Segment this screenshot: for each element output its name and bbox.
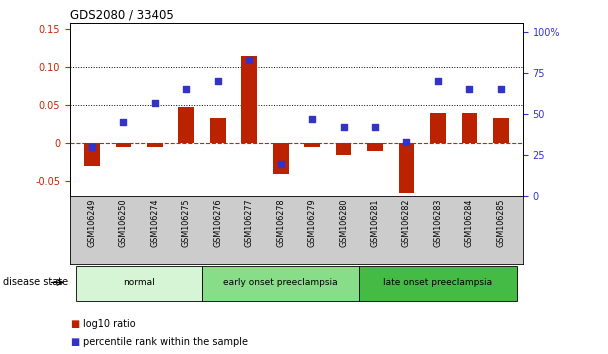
Text: GSM106280: GSM106280 — [339, 199, 348, 247]
Point — [433, 78, 443, 84]
Text: late onset preeclampsia: late onset preeclampsia — [384, 278, 492, 287]
Text: normal: normal — [123, 278, 155, 287]
Point — [276, 161, 286, 166]
Text: GSM106276: GSM106276 — [213, 199, 223, 247]
Point — [402, 139, 412, 145]
Point — [339, 125, 348, 130]
Point — [244, 57, 254, 63]
Point — [119, 120, 128, 125]
Text: GSM106283: GSM106283 — [434, 199, 443, 247]
FancyBboxPatch shape — [202, 266, 359, 301]
Point — [181, 87, 191, 92]
Text: log10 ratio: log10 ratio — [83, 319, 136, 329]
Bar — [399, 143, 415, 193]
Bar — [304, 143, 320, 147]
Bar — [336, 143, 351, 155]
Point — [87, 144, 97, 150]
Point — [496, 87, 506, 92]
Point — [213, 78, 223, 84]
Bar — [461, 113, 477, 143]
Point — [150, 100, 160, 105]
Text: ■: ■ — [70, 337, 79, 347]
Text: disease state: disease state — [3, 278, 68, 287]
Point — [370, 125, 380, 130]
Text: GSM106250: GSM106250 — [119, 199, 128, 247]
Bar — [178, 108, 194, 143]
Text: GSM106284: GSM106284 — [465, 199, 474, 247]
Point — [465, 87, 474, 92]
Bar — [430, 113, 446, 143]
Text: GSM106278: GSM106278 — [276, 199, 285, 247]
FancyBboxPatch shape — [359, 266, 517, 301]
Text: GSM106277: GSM106277 — [244, 199, 254, 247]
FancyBboxPatch shape — [76, 266, 202, 301]
Bar — [367, 143, 383, 151]
Text: GSM106249: GSM106249 — [88, 199, 97, 247]
Text: GDS2080 / 33405: GDS2080 / 33405 — [70, 9, 174, 22]
Text: ■: ■ — [70, 319, 79, 329]
Text: percentile rank within the sample: percentile rank within the sample — [83, 337, 248, 347]
Text: GSM106274: GSM106274 — [150, 199, 159, 247]
Bar — [241, 56, 257, 143]
Text: GSM106275: GSM106275 — [182, 199, 191, 247]
Bar — [116, 143, 131, 147]
Text: early onset preeclampsia: early onset preeclampsia — [223, 278, 338, 287]
Bar — [493, 118, 509, 143]
Text: GSM106282: GSM106282 — [402, 199, 411, 247]
Bar — [84, 143, 100, 166]
Bar — [147, 143, 163, 147]
Bar — [210, 118, 226, 143]
Point — [307, 116, 317, 122]
Text: GSM106279: GSM106279 — [308, 199, 317, 247]
Bar — [273, 143, 289, 174]
Text: GSM106285: GSM106285 — [496, 199, 505, 247]
Text: GSM106281: GSM106281 — [370, 199, 379, 247]
